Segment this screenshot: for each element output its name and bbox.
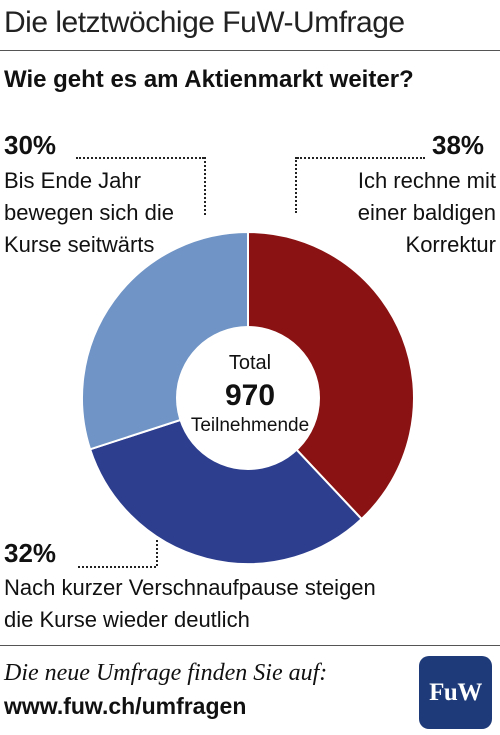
pie-slice-1 — [247, 230, 415, 521]
slice-1-percent: 38% — [432, 130, 485, 160]
slice-2-leader-h — [78, 566, 156, 568]
pie-chart — [81, 230, 415, 565]
slice-3-leader-v — [204, 157, 206, 215]
fuw-logo: FuW — [419, 656, 492, 729]
header-rule — [0, 50, 500, 51]
footer-url-link[interactable]: www.fuw.ch/umfragen — [4, 693, 247, 719]
center-total-unit: Teilnehmende — [190, 415, 310, 436]
footer-rule — [0, 645, 500, 646]
slice-2-leader-v — [156, 540, 158, 566]
slice-3-percent: 30% — [4, 130, 57, 160]
pie-slice-2 — [88, 396, 364, 565]
header-title: Die letztwöchige FuW-Umfrage — [4, 6, 405, 39]
slice-1-leader-h — [297, 157, 425, 159]
donut-hole — [176, 326, 320, 470]
slice-3-label: Bis Ende Jahr bewegen sich die Kurse sei… — [4, 165, 174, 261]
slice-3-label-line3: Kurse seitwärts — [4, 232, 155, 257]
footer-text: Die neue Umfrage finden Sie auf: — [4, 660, 328, 686]
slice-1-label: Ich rechne mit einer baldigen Korrektur — [358, 165, 496, 261]
center-total-label: Total — [228, 352, 272, 374]
slice-2-label: Nach kurzer Verschnaufpause steigen die … — [4, 572, 376, 636]
slice-1-label-line2: einer baldigen — [357, 200, 496, 225]
slice-2-label-line1: Nach kurzer Verschnaufpause steigen — [4, 575, 376, 600]
slice-1-label-line3: Korrektur — [405, 232, 496, 257]
slice-3-label-line2: bewegen sich die — [4, 200, 175, 225]
chart-question: Wie geht es am Aktienmarkt weiter? — [4, 66, 414, 93]
slice-2-label-line2: die Kurse wieder deutlich — [4, 607, 250, 632]
slice-2-percent: 32% — [4, 538, 57, 568]
slice-3-leader-h — [76, 157, 204, 159]
slice-1-leader-v — [295, 157, 297, 213]
slice-1-label-line1: Ich rechne mit — [357, 168, 496, 193]
fuw-logo-text: FuW — [429, 678, 482, 706]
center-total-value: 970 — [224, 379, 276, 412]
slice-3-label-line1: Bis Ende Jahr — [4, 168, 141, 193]
